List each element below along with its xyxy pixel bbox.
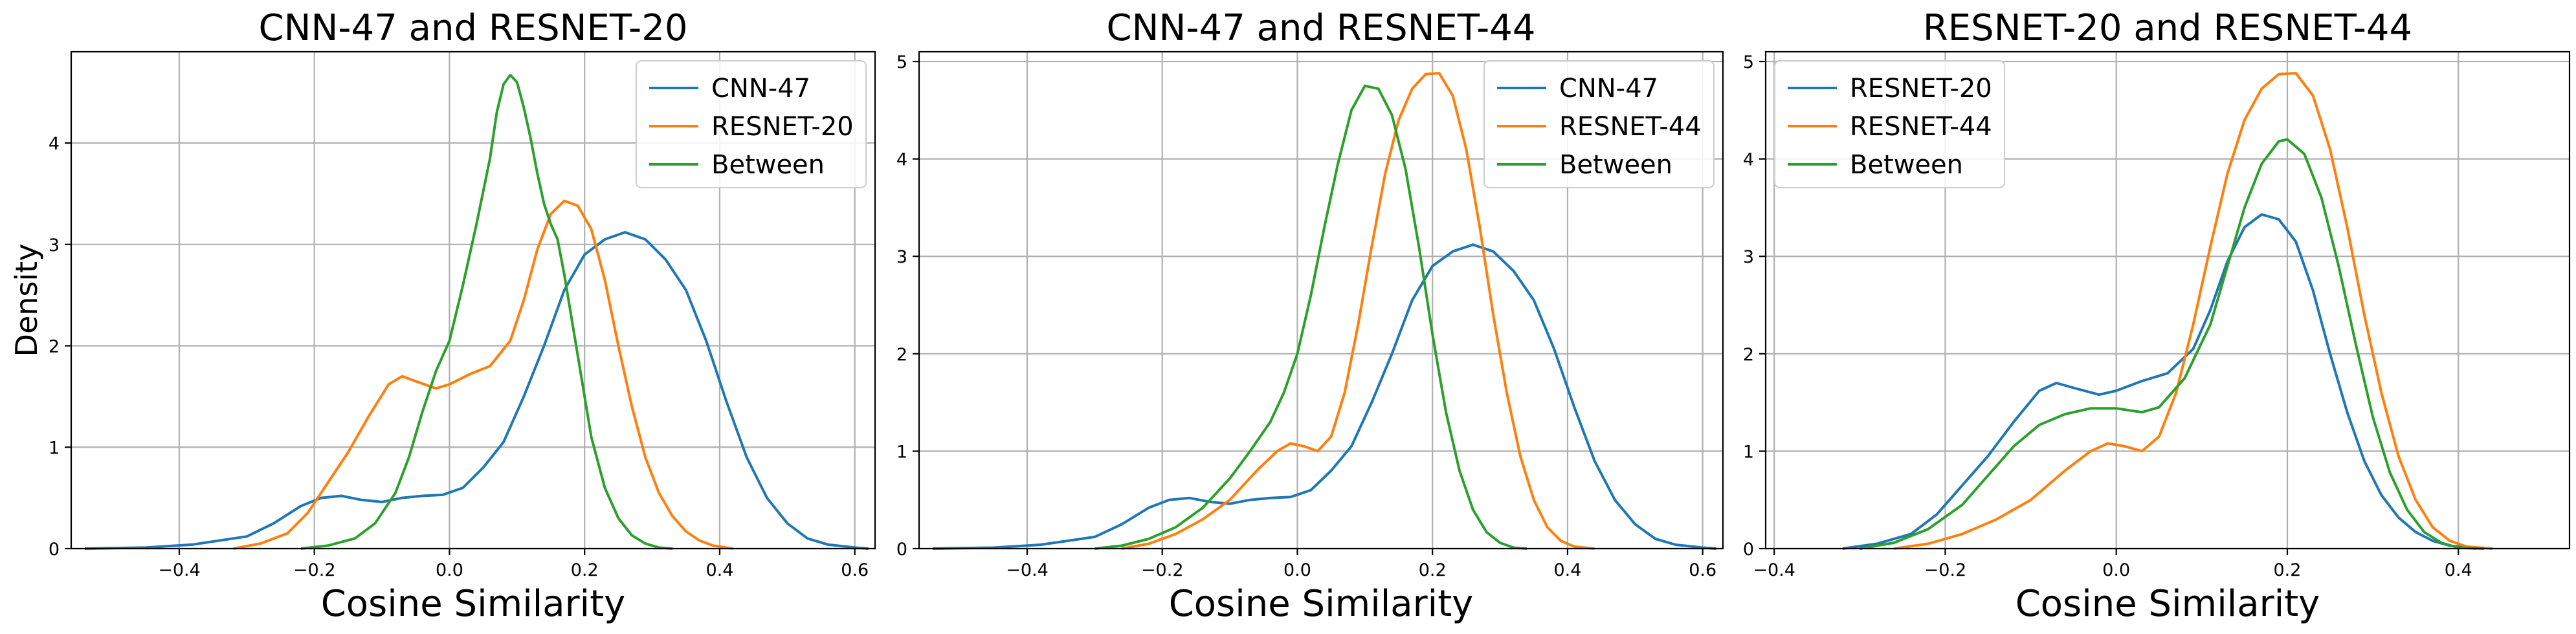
chart-panel-2: −0.4 −0.2 0.0 0.2 0.4 0.6 0 1 2 3 4 5 CNN-47 and RES… [896, 7, 1724, 625]
series-line-cnn-47 [932, 243, 1716, 550]
plot-area-frame [70, 50, 876, 550]
series-line-between [1859, 138, 2484, 550]
x-tick-label: 0.0 [2102, 560, 2130, 580]
series-line-resnet-44 [1893, 72, 2493, 550]
series-line-between [1094, 84, 1527, 550]
legend-label: Between [1559, 150, 1672, 180]
x-axis-label: Cosine Similarity [2015, 583, 2320, 625]
legend-label: RESNET-44 [1850, 112, 1992, 142]
plot-area-frame [1764, 50, 2571, 550]
y-tick-label: 1 [896, 442, 907, 462]
x-tick-label: 0.4 [2445, 560, 2472, 580]
y-tick-label: 4 [49, 134, 60, 154]
chart-title: CNN-47 and RESNET-20 [259, 7, 688, 49]
y-tick-label: 2 [896, 345, 907, 365]
y-tick-label: 3 [896, 247, 907, 267]
x-tick-label: 0.2 [571, 560, 599, 580]
x-tick-label: 0.2 [2274, 560, 2302, 580]
series-line-resnet-44 [1121, 72, 1595, 550]
legend-label: CNN-47 [711, 74, 810, 104]
legend: CNN-47 RESNET-20 Between [636, 60, 867, 188]
legend-label: CNN-47 [1559, 74, 1658, 104]
y-tick-label: 1 [1743, 442, 1754, 462]
legend-frame [1483, 60, 1715, 188]
legend-label: RESNET-20 [1850, 74, 1992, 104]
chart-title: RESNET-20 and RESNET-44 [1923, 7, 2412, 49]
y-axis-label: Density [9, 244, 44, 357]
legend-label: RESNET-44 [1559, 112, 1702, 142]
legend: RESNET-20 RESNET-44 Between [1774, 60, 2005, 188]
x-tick-label: −0.4 [1006, 560, 1049, 580]
chart-panel-1: −0.4 −0.2 0.0 0.2 0.4 0.6 0 1 2 3 4 CNN-47 and RESN… [9, 7, 876, 625]
x-tick-label: 0.0 [436, 560, 463, 580]
x-tick-label: 0.4 [705, 560, 733, 580]
y-tick-label: 0 [1743, 540, 1754, 560]
legend-label: RESNET-20 [711, 112, 854, 142]
y-tick-label: 1 [49, 438, 60, 458]
x-tick-label: 0.6 [841, 560, 869, 580]
x-tick-label: 0.4 [1553, 560, 1581, 580]
series-line-cnn-47 [84, 231, 869, 550]
series-line-between [300, 74, 673, 550]
legend-label: Between [1850, 150, 1963, 180]
x-tick-label: −0.4 [158, 560, 201, 580]
x-tick-label: −0.2 [293, 560, 336, 580]
y-tick-label: 4 [896, 150, 907, 170]
x-axis-label: Cosine Similarity [321, 583, 626, 625]
legend-frame [1774, 60, 2005, 188]
y-tick-label: 3 [49, 235, 60, 256]
chart-title: CNN-47 and RESNET-44 [1107, 7, 1536, 49]
y-tick-label: 5 [896, 52, 907, 72]
series-line-resnet-20 [233, 199, 734, 550]
series-line-resnet-20 [1842, 213, 2476, 550]
legend: CNN-47 RESNET-44 Between [1483, 60, 1715, 188]
x-tick-label: −0.4 [1753, 560, 1795, 580]
x-tick-label: −0.2 [1141, 560, 1184, 580]
x-tick-label: −0.2 [1924, 560, 1967, 580]
y-tick-label: 2 [1743, 345, 1754, 365]
y-tick-label: 0 [896, 540, 907, 560]
plot-area-frame [918, 50, 1724, 550]
chart-panel-3: −0.4 −0.2 0.0 0.2 0.4 0 1 2 3 4 5 RESNET-20 and RES… [1743, 7, 2571, 625]
x-tick-label: 0.6 [1689, 560, 1716, 580]
y-tick-label: 3 [1743, 247, 1754, 267]
legend-label: Between [711, 150, 825, 180]
y-tick-label: 4 [1743, 150, 1754, 170]
y-tick-label: 0 [49, 540, 60, 560]
y-tick-label: 2 [49, 337, 60, 357]
x-tick-label: 0.0 [1283, 560, 1311, 580]
y-tick-label: 5 [1743, 52, 1754, 72]
x-tick-label: 0.2 [1419, 560, 1447, 580]
legend-frame [636, 60, 867, 188]
x-axis-label: Cosine Similarity [1169, 583, 1474, 625]
